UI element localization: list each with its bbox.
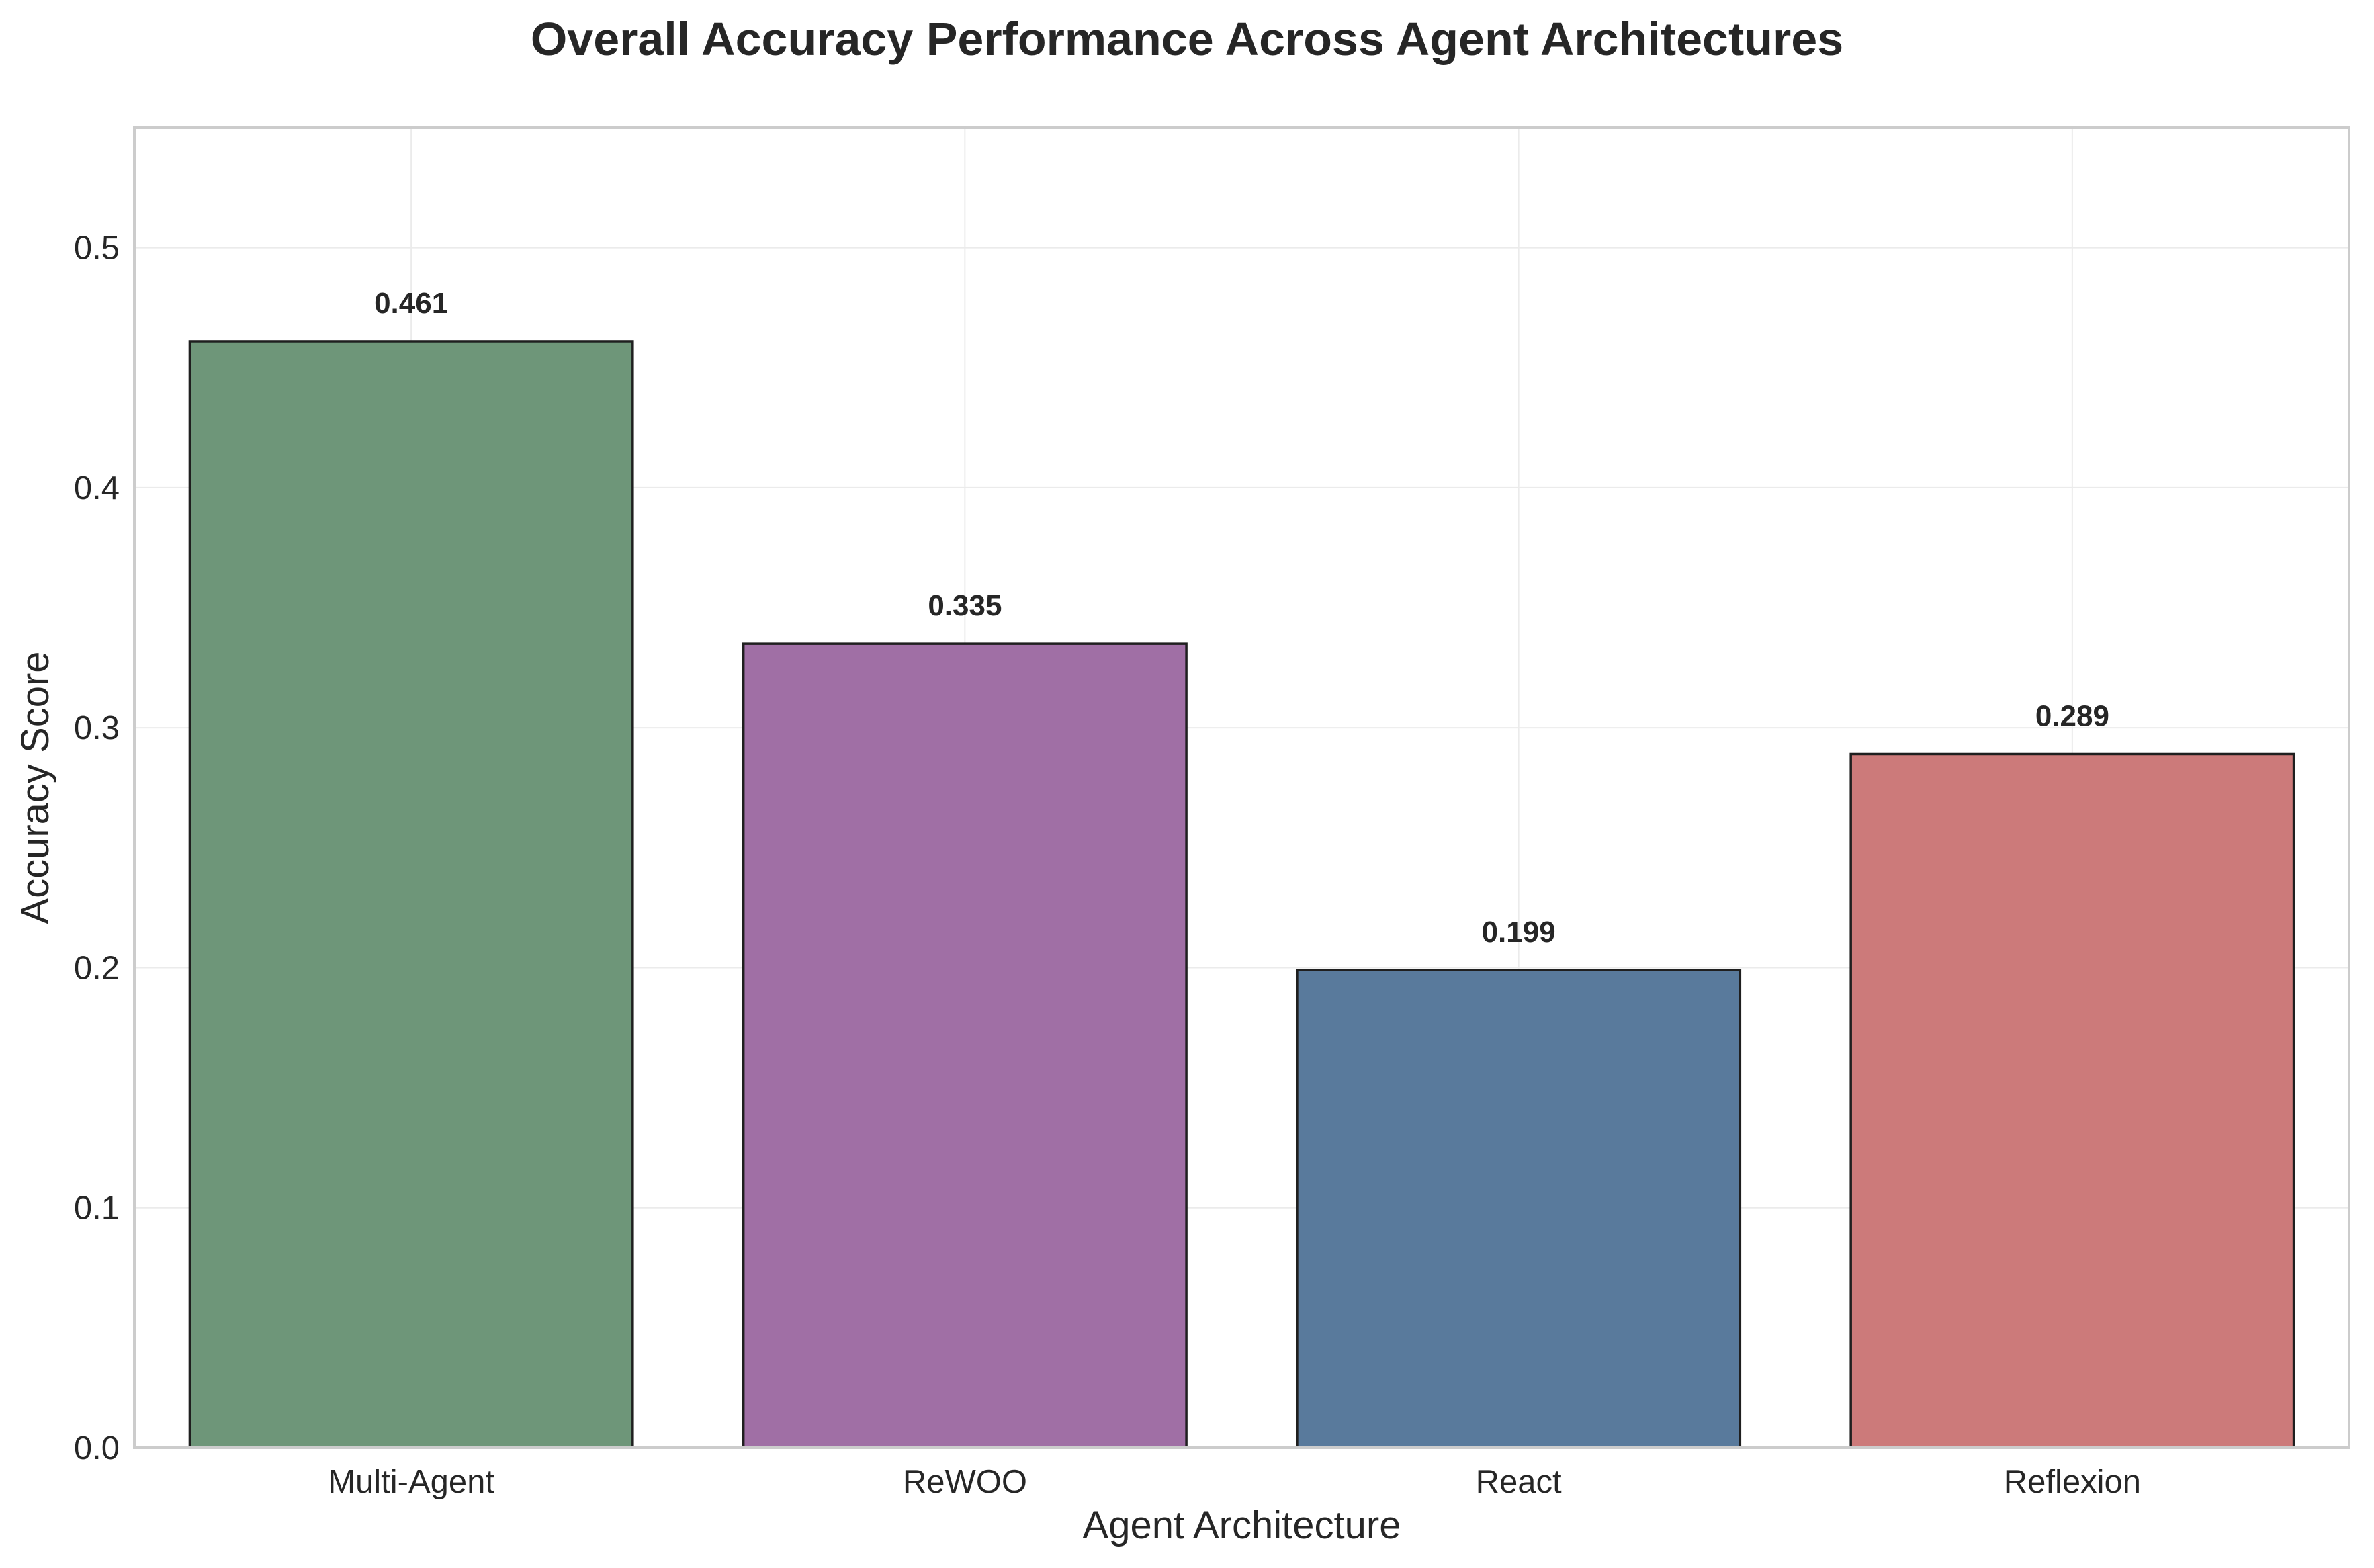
- bar-value-label: 0.199: [1482, 916, 1556, 949]
- y-axis-ticks: 0.0 0.1 0.2 0.3 0.4 0.5: [74, 230, 120, 1467]
- x-tick-label: React: [1476, 1464, 1562, 1500]
- value-labels: 0.461 0.335 0.199 0.289: [374, 287, 2109, 949]
- bar-reflexion: [1849, 752, 2295, 1449]
- y-tick-label: 0.4: [74, 470, 120, 507]
- x-axis-title: Agent Architecture: [1083, 1504, 1401, 1547]
- bar-multi-agent: [188, 340, 634, 1449]
- y-tick-label: 0.2: [74, 950, 120, 986]
- y-tick-label: 0.3: [74, 710, 120, 746]
- bars: [188, 340, 2295, 1449]
- x-tick-label: ReWOO: [903, 1464, 1027, 1500]
- y-tick-label: 0.0: [74, 1430, 120, 1467]
- y-axis-title: Accuracy Score: [13, 651, 57, 924]
- x-tick-label: Reflexion: [2004, 1464, 2141, 1500]
- plot-frame: [133, 126, 2350, 1449]
- y-tick-label: 0.5: [74, 230, 120, 267]
- chart-title: Overall Accuracy Performance Across Agen…: [531, 13, 1843, 65]
- bar-value-label: 0.461: [374, 287, 448, 320]
- bar-value-label: 0.335: [928, 589, 1002, 622]
- x-tick-label: Multi-Agent: [328, 1464, 494, 1500]
- bar-react: [1296, 969, 1742, 1449]
- y-tick-label: 0.1: [74, 1190, 120, 1227]
- bar-value-label: 0.289: [2035, 699, 2109, 732]
- bar-rewoo: [742, 642, 1188, 1449]
- x-axis-ticks: Multi-Agent ReWOO React Reflexion: [328, 1464, 2141, 1500]
